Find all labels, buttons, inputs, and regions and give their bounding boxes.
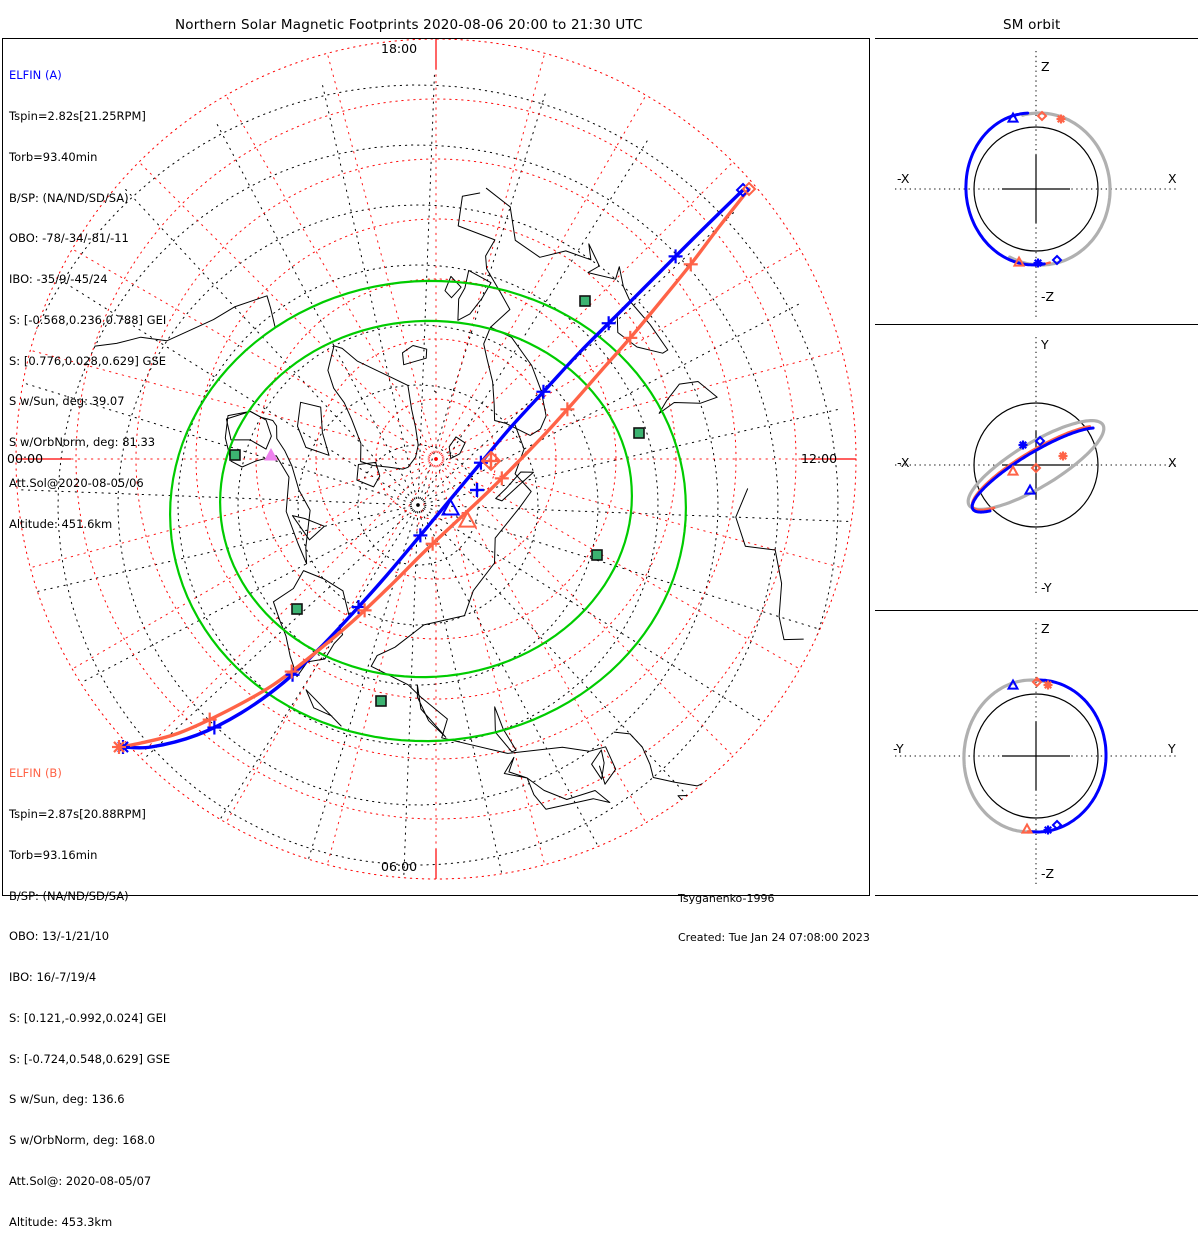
axis-label-bottom-2: -Y: [1041, 580, 1052, 595]
elfin-a-line-8: S w/OrbNorm, deg: 81.33: [9, 435, 156, 450]
elfin-a-label: ELFIN (A): [9, 68, 62, 83]
elfin-a-line-2: B/SP: (NA/ND/SD/SA): [9, 190, 129, 205]
elfin-a-line-4: IBO: -35/9/-45/24: [9, 272, 108, 287]
axis-label-left-2: -X: [897, 455, 910, 470]
geo-latlon-grid: [16, 72, 851, 879]
elfin-b-line-5: S: [0.121,-0.992,0.024] GEI: [9, 1010, 167, 1025]
sm-orbit-column: Z -Z X -X Y -Y X -X Z -Z Y -Y: [875, 38, 1198, 896]
elfin-b-info: ELFIN (B) Tspin=2.87s[20.88RPM] Torb=93.…: [9, 740, 170, 1243]
footprint-tracks: [117, 187, 751, 750]
elfin-b-line-10: Altitude: 453.3km: [9, 1214, 113, 1229]
elfin-b-line-2: B/SP: (NA/ND/SD/SA): [9, 888, 129, 903]
ground-stations: [229, 295, 645, 707]
elfin-b-line-3: OBO: 13/-1/21/10: [9, 929, 110, 944]
elfin-b-line-4: IBO: 16/-7/19/4: [9, 970, 97, 985]
polar-plot-canvas: [15, 39, 857, 880]
elfin-a-line-6: S: [0.776,0.028,0.629] GSE: [9, 353, 167, 368]
mlt-label-bottom: 06:00: [381, 859, 418, 874]
sm-orbit-xy-panel[interactable]: Y -Y X -X: [875, 324, 1198, 610]
axis-label-right-3: Y: [1168, 741, 1176, 756]
model-name: Tsyganenko-1996: [678, 892, 775, 905]
elfin-b-line-9: Att.Sol@: 2020-08-05/07: [9, 1174, 152, 1188]
model-created: Created: Tue Jan 24 07:08:00 2023: [678, 931, 870, 944]
axis-label-top-3: Z: [1041, 621, 1050, 636]
elfin-a-line-7: S w/Sun, deg: 39.07: [9, 394, 125, 409]
page-title: Northern Solar Magnetic Footprints 2020-…: [175, 17, 643, 33]
elfin-a-line-0: Tspin=2.82s[21.25RPM]: [9, 108, 146, 123]
sm-orbit-yz-panel[interactable]: Z -Z Y -Y: [875, 610, 1198, 896]
elfin-a-info: ELFIN (A) Tspin=2.82s[21.25RPM] Torb=93.…: [9, 42, 166, 545]
elfin-b-line-0: Tspin=2.87s[20.88RPM]: [9, 806, 146, 821]
track-markers: [112, 181, 757, 754]
elfin-a-line-3: OBO: -78/-34/-81/-11: [9, 231, 129, 246]
elfin-b-label: ELFIN (B): [9, 766, 62, 781]
coastlines: [94, 187, 804, 810]
axis-label-bottom-3: -Z: [1041, 866, 1055, 881]
sm-orbit-xy-canvas: [895, 337, 1177, 593]
axis-label-bottom-1: -Z: [1041, 289, 1055, 304]
sm-orbit-yz-canvas: [895, 623, 1177, 884]
mlt-label-left: 00:00: [7, 451, 44, 466]
auroral-oval: [168, 279, 688, 743]
axis-label-top-2: Y: [1041, 337, 1049, 352]
elfin-a-line-5: S: [-0.568,0.236,0.788] GEI: [9, 312, 167, 327]
axis-label-top-1: Z: [1041, 59, 1050, 74]
sm-orbit-xz-canvas: [895, 51, 1177, 317]
polar-footprint-plot[interactable]: 18:00 12:00 06:00 00:00: [2, 38, 870, 896]
elfin-a-line-9: Att.Sol@2020-08-05/06: [9, 476, 144, 490]
axis-label-left-1: -X: [897, 171, 910, 186]
elfin-b-line-7: S w/Sun, deg: 136.6: [9, 1092, 125, 1107]
elfin-a-line-10: Altitude: 451.6km: [9, 516, 113, 531]
elfin-b-line-6: S: [-0.724,0.548,0.629] GSE: [9, 1051, 171, 1066]
mlt-label-top: 18:00: [381, 41, 418, 56]
elfin-b-line-1: Torb=93.16min: [9, 847, 98, 862]
elfin-a-line-1: Torb=93.40min: [9, 149, 98, 164]
elfin-b-line-8: S w/OrbNorm, deg: 168.0: [9, 1133, 156, 1148]
mlt-label-right: 12:00: [801, 451, 838, 466]
model-info: Tsyganenko-1996 Created: Tue Jan 24 07:0…: [678, 866, 870, 957]
axis-label-right-1: X: [1168, 171, 1177, 186]
axis-label-left-3: -Y: [893, 741, 904, 756]
sm-orbit-title: SM orbit: [1003, 17, 1061, 33]
axis-label-right-2: X: [1168, 455, 1177, 470]
sm-orbit-xz-panel[interactable]: Z -Z X -X: [875, 38, 1198, 324]
